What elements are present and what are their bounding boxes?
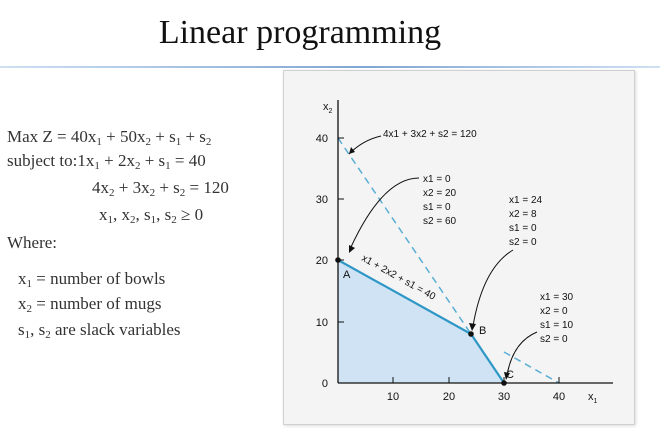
constraint-2-label: 4x1 + 3x2 + s2 = 120 xyxy=(383,129,477,140)
y-axis-label: x2 xyxy=(323,101,333,115)
point-a-arrow xyxy=(350,177,420,248)
point-c-solution: x1 = 30 x2 = 0 s1 = 10 s2 = 0 xyxy=(540,292,576,345)
objective-part: + s xyxy=(150,127,176,146)
constraint-sub: 1 xyxy=(150,214,157,226)
definition-bowls: x1 = number of bowls xyxy=(18,268,165,290)
objective-sub: 1 xyxy=(96,136,102,148)
constraint-2: 4x2 + 3x2 + s2 = 120 xyxy=(92,177,229,199)
definition-part: are slack variables xyxy=(50,320,181,339)
definition-part: , s xyxy=(30,320,46,339)
point-c-marker xyxy=(501,380,507,386)
objective-part: Max Z = 40x xyxy=(7,127,97,146)
constraint-part: x xyxy=(99,205,108,224)
constraint-sub: 2 xyxy=(130,214,136,226)
definition-part: x xyxy=(18,269,27,288)
constraint-part: , s xyxy=(156,205,172,224)
constraint-part: subject to:1x xyxy=(7,151,95,170)
constraint-part: + 2x xyxy=(99,151,135,170)
point-b-solution: x1 = 24 x2 = 8 s1 = 0 s2 = 0 xyxy=(509,195,545,248)
constraint-sub: 2 xyxy=(134,160,141,172)
definition-slack: s1, s2 are slack variables xyxy=(18,319,181,341)
x-tick-label: 10 xyxy=(387,391,399,403)
definition-sub: 2 xyxy=(45,329,51,341)
objective-function: Max Z = 40x1 + 50x2 + s1 + s2 xyxy=(7,126,211,148)
point-a-solution: x1 = 0 x2 = 20 s1 = 0 s2 = 60 xyxy=(423,174,459,227)
y-tick-label: 10 xyxy=(316,317,328,329)
point-b-arrowhead xyxy=(469,323,476,331)
objective-part: + 50x xyxy=(101,127,146,146)
constraint-sub: 1 xyxy=(94,160,100,172)
y-tick-label: 40 xyxy=(316,133,328,145)
constraint-sub: 1 xyxy=(107,214,114,226)
point-b-label: B xyxy=(479,325,486,337)
constraint-1: subject to:1x1 + 2x2 + s1 = 40 xyxy=(7,150,206,172)
y-tick-label: 0 xyxy=(322,378,328,390)
point-c-label: C xyxy=(506,369,514,381)
constraint-part: + s xyxy=(155,178,180,197)
definition-sub: 1 xyxy=(24,329,31,341)
definition-sub: 2 xyxy=(26,303,33,315)
x-tick-label: 40 xyxy=(553,391,565,403)
constraint-part: ≥ 0 xyxy=(176,205,204,224)
x-axis-label: x1 xyxy=(588,391,598,405)
constraint-sub: 1 xyxy=(165,160,171,172)
constraint-part: , x xyxy=(113,205,130,224)
slide-title: Linear programming xyxy=(158,14,442,51)
definition-part: = number of bowls xyxy=(32,269,166,288)
objective-sub: 1 xyxy=(175,136,182,148)
point-a-label: A xyxy=(343,269,351,281)
x-tick-label: 30 xyxy=(498,391,510,403)
definition-part: s xyxy=(18,320,25,339)
constraint-sub: 2 xyxy=(109,187,115,199)
feasible-region-graph: 0 10 20 30 40 10 20 30 40 x2 x1 A B C x1… xyxy=(316,100,613,405)
point-b-arrow xyxy=(472,249,514,327)
constraint-2-arrowhead xyxy=(349,147,355,154)
definition-sub: 1 xyxy=(26,278,33,290)
definition-part: = number of mugs xyxy=(32,294,162,313)
objective-sub: 2 xyxy=(145,136,151,148)
objective-sub: 2 xyxy=(205,136,212,148)
constraint-part: + s xyxy=(140,151,166,170)
definition-part: x xyxy=(18,294,27,313)
constraint-part: = 120 xyxy=(185,178,229,197)
definition-mugs: x2 = number of mugs xyxy=(18,293,162,315)
constraint-line-2-dashed xyxy=(337,137,472,335)
constraint-part: , s xyxy=(135,205,151,224)
point-a-marker xyxy=(335,257,341,263)
point-c-arrow xyxy=(506,331,538,376)
point-b-marker xyxy=(468,331,474,337)
x-tick-label: 20 xyxy=(443,391,455,403)
y-tick-label: 20 xyxy=(316,255,328,267)
constraint-sub: 2 xyxy=(171,214,177,226)
point-a-arrowhead xyxy=(349,245,355,253)
nonnegativity-constraint: x1, x2, s1, s2 ≥ 0 xyxy=(99,204,203,226)
constraint-part: 4x xyxy=(92,178,109,197)
constraint-line-1-dashed xyxy=(503,351,560,384)
point-c-arrowhead xyxy=(504,372,510,380)
where-label: Where: xyxy=(7,233,58,252)
constraint-sub: 2 xyxy=(149,187,156,199)
constraint-part: = 40 xyxy=(170,151,206,170)
constraint-part: + 3x xyxy=(114,178,150,197)
objective-part: + s xyxy=(181,127,206,146)
feasible-region xyxy=(338,260,504,383)
constraint-sub: 2 xyxy=(179,187,186,199)
title-divider xyxy=(0,66,660,68)
y-tick-label: 30 xyxy=(316,194,328,206)
